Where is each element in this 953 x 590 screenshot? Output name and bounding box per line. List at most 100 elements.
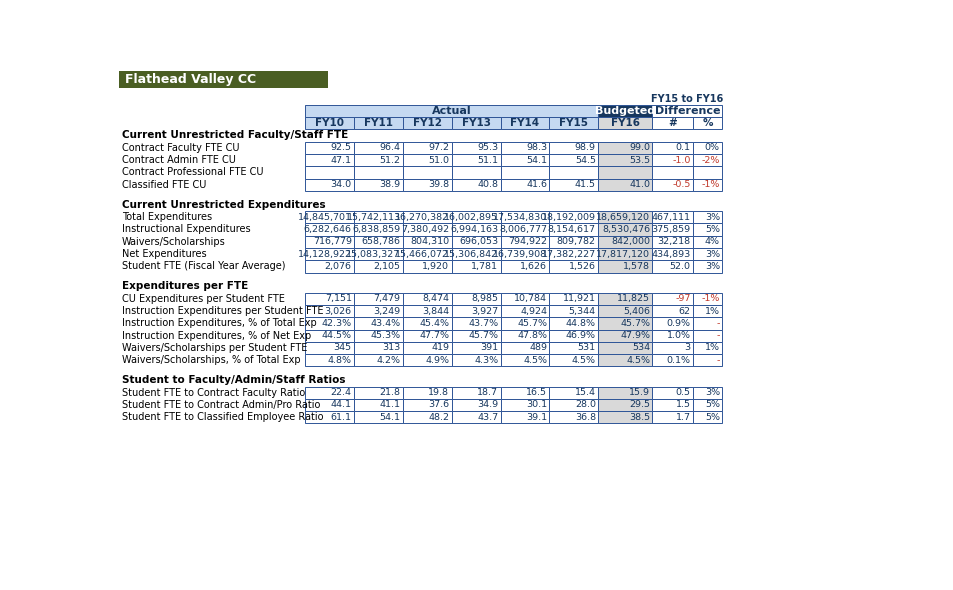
Bar [500,166,549,179]
Text: Total Expenditures: Total Expenditures [121,212,212,222]
Text: Net Expenditures: Net Expenditures [121,249,206,259]
Text: 62: 62 [678,307,690,316]
Text: 5,406: 5,406 [622,307,649,316]
Bar [305,142,354,154]
Bar [549,248,598,260]
Bar [692,260,721,273]
Bar [402,317,452,330]
Bar [598,154,652,166]
Text: Current Unrestricted Expenditures: Current Unrestricted Expenditures [121,200,325,210]
Text: 489: 489 [529,343,546,352]
Bar [692,399,721,411]
Text: 36.8: 36.8 [574,413,596,422]
Text: 45.7%: 45.7% [517,319,546,328]
Bar [652,142,692,154]
Text: -: - [716,356,720,365]
Bar [692,342,721,354]
Bar [354,411,402,424]
Bar [549,179,598,191]
Text: 22.4: 22.4 [331,388,352,397]
Bar [652,211,692,223]
Bar [500,235,549,248]
Text: Instruction Expenditures, % of Net Exp: Instruction Expenditures, % of Net Exp [121,330,311,340]
Bar [402,211,452,223]
Bar [305,154,354,166]
Text: -1%: -1% [700,181,720,189]
Bar [500,260,549,273]
Text: 4.5%: 4.5% [522,356,546,365]
Text: 47.9%: 47.9% [619,331,649,340]
Text: 47.8%: 47.8% [517,331,546,340]
Text: Student FTE to Classified Employee Ratio: Student FTE to Classified Employee Ratio [121,412,323,422]
Text: 1,781: 1,781 [471,262,497,271]
Bar [354,399,402,411]
Bar [692,166,721,179]
Text: 98.9: 98.9 [575,143,596,152]
Text: 2,105: 2,105 [374,262,400,271]
Bar [692,117,721,129]
Text: 804,310: 804,310 [410,237,449,246]
Text: 8,530,476: 8,530,476 [601,225,649,234]
Bar [452,342,500,354]
Text: 43.7%: 43.7% [468,319,497,328]
Text: -0.5: -0.5 [671,181,690,189]
Bar [354,330,402,342]
Bar [452,260,500,273]
Bar [354,117,402,129]
Bar [354,223,402,235]
Text: FY12: FY12 [413,118,441,128]
Text: 5%: 5% [704,401,720,409]
Text: 4.9%: 4.9% [425,356,449,365]
Bar [305,166,354,179]
Bar [354,305,402,317]
Text: 30.1: 30.1 [525,401,546,409]
Bar [652,104,721,117]
Text: 17,382,227: 17,382,227 [541,250,596,258]
Text: 4.8%: 4.8% [328,356,352,365]
Bar [305,386,354,399]
Text: 41.6: 41.6 [525,181,546,189]
Bar [652,305,692,317]
Bar [549,354,598,366]
Bar [652,399,692,411]
Bar [354,142,402,154]
Bar [692,293,721,305]
Text: 43.4%: 43.4% [370,319,400,328]
Text: 17,534,830: 17,534,830 [493,212,546,222]
Bar [305,179,354,191]
Bar [354,354,402,366]
Text: 1.7: 1.7 [675,413,690,422]
Bar [692,154,721,166]
Text: 18.7: 18.7 [476,388,497,397]
Bar [402,154,452,166]
Text: FY14: FY14 [510,118,539,128]
Text: 0.1: 0.1 [675,143,690,152]
Text: 1,626: 1,626 [519,262,546,271]
Text: 34.0: 34.0 [331,181,352,189]
Bar [305,399,354,411]
Bar [452,117,500,129]
Bar [652,317,692,330]
Text: 54.5: 54.5 [575,156,596,165]
Bar [452,293,500,305]
Text: FY16: FY16 [610,118,639,128]
Bar [549,235,598,248]
Bar [692,248,721,260]
Text: 7,151: 7,151 [324,294,352,303]
Text: 3,844: 3,844 [422,307,449,316]
Text: 4,924: 4,924 [519,307,546,316]
Text: 419: 419 [431,343,449,352]
Text: 16,270,382: 16,270,382 [395,212,449,222]
Text: 3,026: 3,026 [324,307,352,316]
Text: 15,466,072: 15,466,072 [395,250,449,258]
Text: 43.7: 43.7 [476,413,497,422]
Text: 467,111: 467,111 [651,212,690,222]
Text: Student FTE to Contract Faculty Ratio: Student FTE to Contract Faculty Ratio [121,388,305,398]
Text: Current Unrestricted Faculty/Staff FTE: Current Unrestricted Faculty/Staff FTE [121,130,348,140]
Bar [692,330,721,342]
Text: 45.7%: 45.7% [468,331,497,340]
Bar [549,399,598,411]
Bar [452,211,500,223]
Bar [500,317,549,330]
Bar [549,223,598,235]
